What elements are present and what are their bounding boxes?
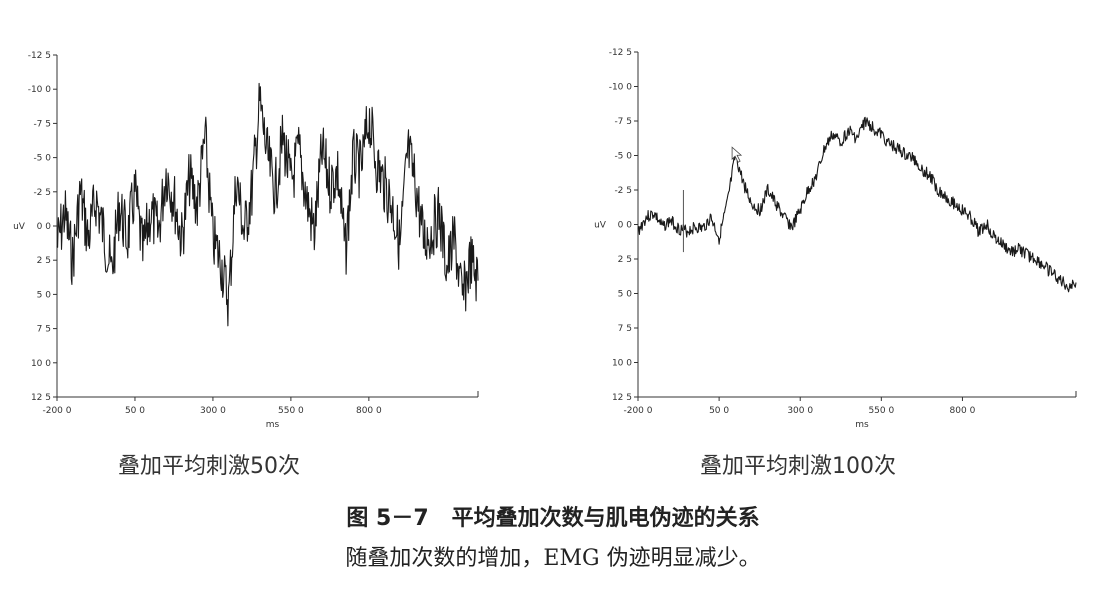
y-tick-label: 0 0 [37,222,52,232]
x-tick-label: 800 0 [950,406,976,416]
y-tick-label: 10 0 [612,359,632,369]
y-tick-label: 5 0 [618,290,633,300]
y-tick-label: -10 0 [28,85,52,95]
y-axis-title: uV [594,221,607,231]
y-tick-label: -5 0 [33,154,51,164]
chart-left: -12 5 -10 0 -7 5 -5 0 -2 5 0 0 2 5 5 0 7 5 10 0 12… [13,51,479,430]
series-line [56,82,479,327]
x-tick-label: -200 0 [42,406,71,416]
chart-right: -12 5 -10 0 -7 5 -5 0 -2 5 0 0 2 5 5 0 7 5 10 0 12… [594,48,1077,430]
y-tick-label: 2 5 [37,256,51,266]
x-tick-label: 300 0 [787,406,813,416]
x-tick-label: 300 0 [200,406,226,416]
x-tick-label: 50 0 [709,406,729,416]
y-tick-label: 2 5 [618,255,632,265]
y-tick-label: 12 5 [612,393,632,403]
y-tick-label: 7 5 [37,325,51,335]
x-tick-label: 550 0 [278,406,304,416]
y-tick-label: -7 5 [33,119,51,129]
figure-title: 图 5－7 平均叠加次数与肌电伪迹的关系 [346,506,760,531]
y-tick-label: 5 0 [37,290,52,300]
x-tick-label: 800 0 [356,406,382,416]
y-tick-label: -12 5 [609,48,632,58]
x-axis-title: ms [266,420,280,430]
y-tick-label: 12 5 [31,393,51,403]
x-tick-label: 50 0 [125,406,145,416]
x-tick-label: -200 0 [623,406,652,416]
y-tick-label: 0 0 [618,221,633,231]
series-line [637,116,1077,293]
cursor-arrow-icon [731,146,743,163]
y-axis-title: uV [13,222,26,232]
y-tick-label: -12 5 [28,51,51,61]
figure-description: 随叠加次数的增加，EMG 伪迹明显减少。 [345,546,761,571]
y-tick-label: -10 0 [609,83,633,93]
chart-right-caption: 叠加平均刺激100次 [700,454,896,479]
y-tick-label: -7 5 [614,117,632,127]
x-axis-title: ms [855,420,869,430]
y-tick-label: -2 5 [33,188,51,198]
y-tick-label: 7 5 [618,324,632,334]
y-tick-label: 10 0 [31,359,51,369]
x-tick-label: 550 0 [868,406,894,416]
y-tick-label: -2 5 [614,186,632,196]
y-tick-label: -5 0 [614,152,632,162]
chart-left-caption: 叠加平均刺激50次 [118,454,300,479]
